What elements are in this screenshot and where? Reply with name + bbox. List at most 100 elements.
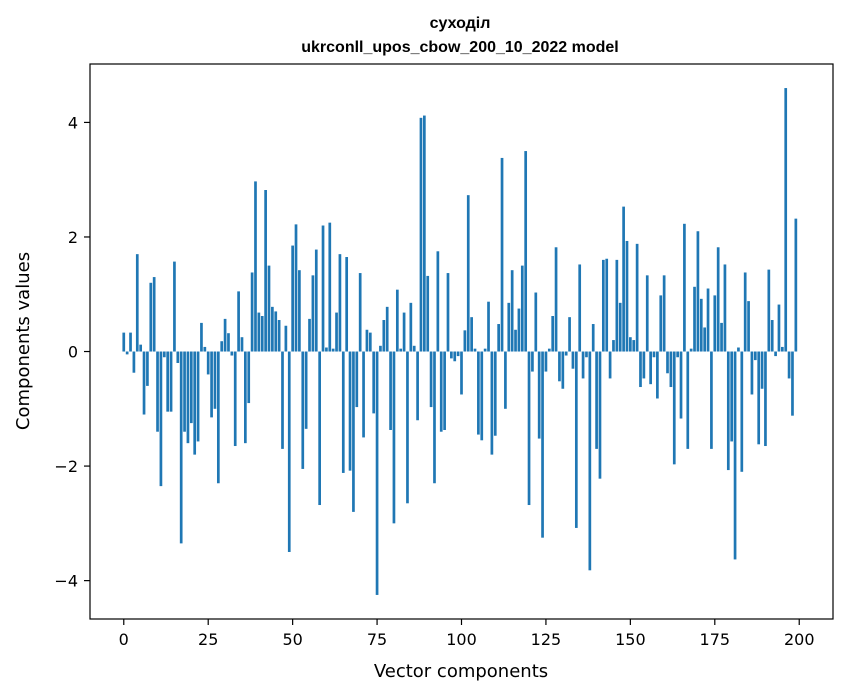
bar — [193, 351, 197, 455]
bar — [227, 333, 230, 352]
x-tick-label: 125 — [531, 630, 562, 649]
bar — [264, 190, 267, 352]
bar — [244, 351, 247, 444]
bar — [162, 351, 166, 358]
bar — [645, 275, 649, 352]
bar — [558, 351, 561, 382]
bar — [598, 351, 602, 479]
bar — [206, 351, 210, 375]
bar — [267, 265, 271, 352]
bar — [605, 258, 609, 352]
x-tick-label: 100 — [446, 630, 477, 649]
bar — [679, 351, 683, 419]
bar — [166, 351, 170, 412]
bar — [433, 351, 436, 484]
bar — [352, 351, 355, 512]
bar — [338, 254, 342, 352]
bar — [152, 277, 156, 352]
bar — [439, 351, 443, 432]
bar — [210, 351, 213, 418]
y-tick-label: −4 — [54, 572, 78, 591]
bar — [308, 318, 311, 352]
bar — [629, 337, 632, 352]
bar — [568, 317, 571, 352]
bar — [574, 351, 578, 528]
bar — [237, 291, 240, 352]
bar — [301, 351, 305, 469]
bar — [183, 351, 186, 432]
bar — [429, 351, 433, 408]
bar — [304, 351, 308, 429]
y-tick-label: 2 — [68, 228, 78, 247]
bar — [402, 312, 406, 352]
bar — [534, 292, 538, 352]
bar — [541, 351, 544, 538]
bar — [348, 351, 352, 471]
y-tick-label: −2 — [54, 457, 78, 476]
bar — [412, 345, 416, 352]
bar — [362, 351, 365, 438]
bar — [791, 351, 794, 416]
bar — [656, 351, 659, 399]
bar — [564, 351, 568, 356]
bar — [325, 347, 328, 352]
bar — [591, 324, 595, 352]
bar — [247, 351, 251, 404]
bar — [456, 351, 460, 357]
bar — [139, 344, 143, 352]
bar — [753, 351, 757, 361]
bar — [179, 351, 183, 544]
bar — [740, 351, 744, 472]
bar — [764, 351, 767, 447]
bar — [662, 275, 666, 352]
bar — [504, 351, 507, 409]
bar — [254, 181, 257, 352]
bar — [453, 351, 457, 362]
bar — [683, 223, 686, 352]
bar — [520, 265, 524, 352]
bar — [652, 351, 656, 358]
bars-group — [122, 88, 798, 595]
bar — [443, 351, 446, 430]
bar — [487, 301, 490, 352]
bar — [480, 351, 484, 441]
bar — [436, 251, 440, 352]
bar — [186, 351, 190, 444]
bar — [291, 245, 294, 352]
x-axis-ticks: 0 25 50 75 100 125 150 175 200 — [119, 619, 815, 649]
bar — [379, 345, 382, 352]
bar — [176, 351, 180, 363]
bar — [318, 351, 321, 506]
bar — [149, 282, 153, 352]
bar — [375, 351, 379, 595]
bar — [294, 224, 298, 352]
bar — [639, 351, 642, 388]
bar — [385, 306, 389, 352]
bar — [612, 340, 615, 352]
bar — [399, 348, 403, 352]
bar — [608, 351, 612, 379]
bar — [635, 243, 639, 352]
bar — [389, 351, 392, 430]
bar — [135, 254, 139, 352]
bar — [146, 351, 149, 386]
bar — [730, 351, 734, 442]
bar — [321, 225, 325, 352]
bar — [578, 264, 582, 352]
bar — [493, 351, 497, 436]
bar — [615, 259, 619, 352]
bar — [706, 288, 710, 352]
bar — [551, 316, 555, 352]
bar — [659, 295, 663, 352]
bar — [544, 351, 548, 372]
bar — [122, 332, 126, 352]
bar — [747, 301, 750, 352]
x-tick-label: 75 — [367, 630, 387, 649]
bar — [585, 351, 588, 358]
y-axis-ticks: −4 −2 0 2 4 — [54, 113, 90, 591]
bar — [507, 302, 511, 352]
bar — [601, 259, 605, 352]
bar — [216, 351, 220, 484]
bar — [710, 351, 713, 449]
bar — [500, 157, 504, 352]
